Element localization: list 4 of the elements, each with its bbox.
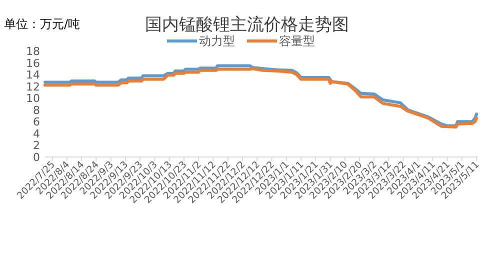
- legend-label: 容量型: [279, 34, 315, 48]
- ylabel: 单位：万元/吨: [4, 17, 80, 31]
- legend-label: 动力型: [199, 34, 235, 48]
- title: 国内锰酸锂主流价格走势图: [145, 15, 349, 35]
